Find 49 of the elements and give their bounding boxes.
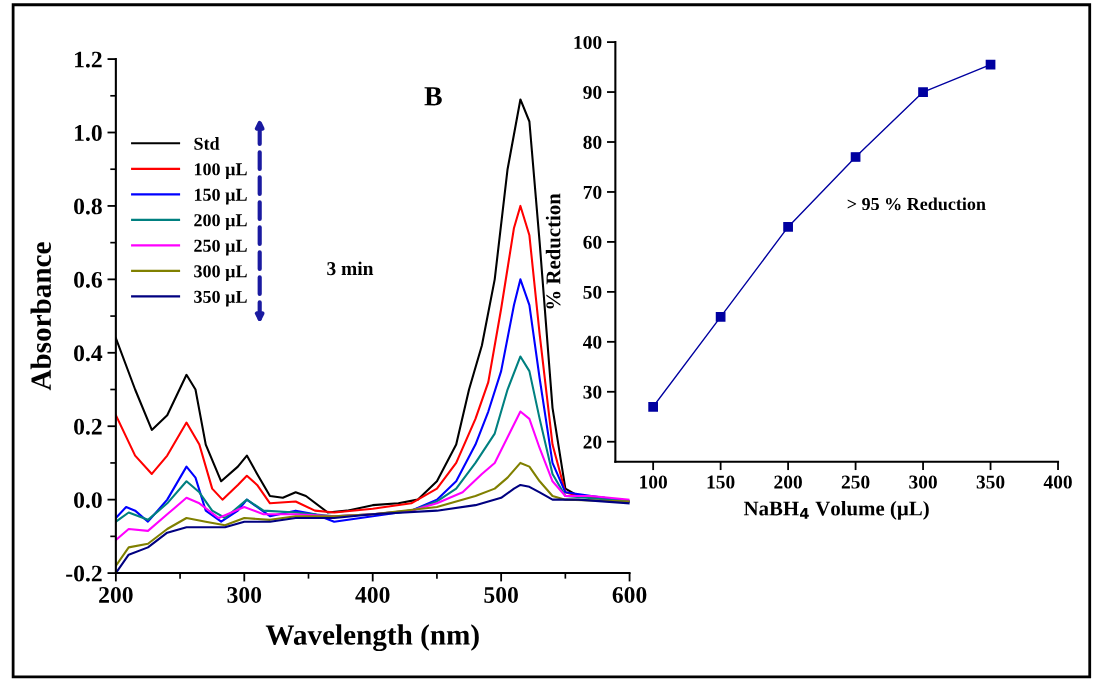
line-series xyxy=(115,461,630,567)
y-tick-label: 0.2 xyxy=(74,418,102,435)
y-axis-title: % Reduction xyxy=(545,193,561,309)
legend-label: Std xyxy=(194,137,220,150)
annotation: B xyxy=(424,87,442,106)
legend-label: 350 µL xyxy=(194,290,247,307)
y-tick-label: 0.0 xyxy=(74,492,102,509)
legend-label: 250 µL xyxy=(194,239,247,256)
x-tick-label: 400 xyxy=(355,586,390,603)
point xyxy=(715,311,726,322)
point xyxy=(850,152,861,162)
y-tick-label: 0.8 xyxy=(74,198,102,215)
x-tick-label: 400 xyxy=(1043,475,1072,489)
x-tick-label: 300 xyxy=(227,586,262,603)
y-tick-label: 90 xyxy=(583,85,602,99)
legend-label: 200 µL xyxy=(194,214,247,231)
point xyxy=(918,87,928,97)
y-tick-label: 30 xyxy=(583,385,602,399)
y-tick-label: 40 xyxy=(582,335,602,349)
x-tick-label: 500 xyxy=(484,586,518,603)
x-tick-label: 100 xyxy=(640,475,667,489)
y-tick-label: 0.6 xyxy=(74,271,102,288)
y-tick-label: 70 xyxy=(583,185,602,199)
x-axis-title: NaBH$_{4}$ Volume (µL) xyxy=(743,500,929,520)
y-tick-label: 80 xyxy=(583,135,602,149)
legend-label: 100 µL xyxy=(194,163,247,179)
x-tick-label: 250 xyxy=(841,475,870,489)
annotation: > 95 % Reduction xyxy=(847,197,986,211)
point xyxy=(648,401,659,412)
y-tick-label: 20 xyxy=(583,435,602,449)
y-tick-label: -0.2 xyxy=(66,565,102,582)
x-tick-label: 200 xyxy=(99,586,133,603)
y-axis-title: Absorbance xyxy=(30,242,52,391)
y-tick-label: 0.4 xyxy=(74,345,103,362)
annotation: 3 min xyxy=(327,261,374,276)
x-tick-label: 600 xyxy=(612,586,647,603)
y-tick-label: 1.0 xyxy=(75,124,102,142)
y-tick-label: 1.2 xyxy=(75,51,102,68)
x-tick-label: 300 xyxy=(909,475,937,489)
point xyxy=(783,222,793,232)
legend-label: 150 µL xyxy=(194,188,247,205)
x-axis-title: Wavelength (nm) xyxy=(265,624,479,652)
x-tick-label: 150 xyxy=(707,475,735,489)
x-tick-label: 350 xyxy=(976,475,1005,489)
y-tick-label: 100 xyxy=(574,35,602,50)
x-tick-label: 200 xyxy=(774,475,802,489)
y-tick-label: 60 xyxy=(583,235,602,249)
y-tick-label: 50 xyxy=(583,285,602,299)
legend-label: 300 µL xyxy=(194,265,247,282)
